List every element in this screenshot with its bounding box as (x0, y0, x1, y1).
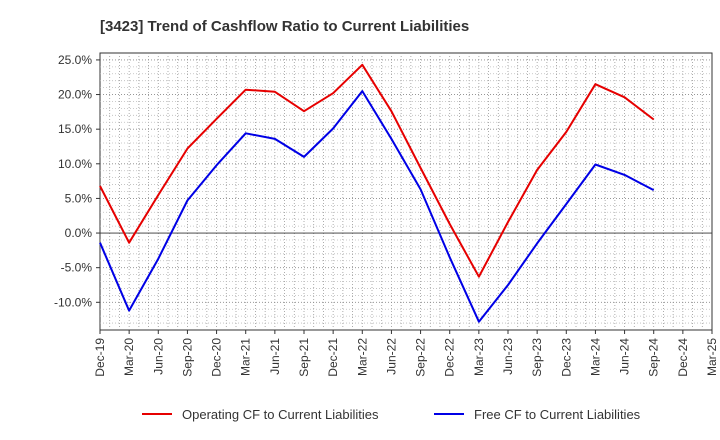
x-axis: Dec-19 Mar-20 Jun-20 Sep-20 Dec-20 Mar-21 Jun-… (93, 330, 719, 377)
x-tick-label: Dec-23 (559, 338, 573, 377)
x-tick-label: Jun-22 (384, 338, 398, 375)
legend-label-free-cf: Free CF to Current Liabilities (474, 407, 641, 422)
y-tick-label: 15.0% (58, 122, 92, 136)
x-tick-label: Sep-23 (530, 338, 544, 377)
x-tick-label: Jun-23 (501, 338, 515, 375)
y-tick-label: 25.0% (58, 53, 92, 67)
series-lines (99, 63, 655, 323)
y-tick-label: 0.0% (65, 226, 93, 240)
legend: Operating CF to Current Liabilities Free… (142, 407, 641, 422)
series-line-0 (99, 63, 655, 278)
x-tick-label: Dec-21 (326, 338, 340, 377)
y-tick-label: 10.0% (58, 157, 92, 171)
y-tick-label: -10.0% (54, 295, 92, 309)
x-tick-label: Dec-20 (210, 338, 224, 377)
x-tick-label: Mar-21 (239, 338, 253, 376)
x-tick-label: Mar-22 (355, 338, 369, 376)
x-tick-label: Mar-25 (705, 338, 719, 376)
series-line-1 (99, 90, 655, 323)
y-tick-label: -5.0% (61, 261, 93, 275)
legend-label-operating-cf: Operating CF to Current Liabilities (182, 407, 379, 422)
x-tick-label: Sep-24 (647, 338, 661, 377)
x-tick-label: Sep-22 (414, 338, 428, 377)
y-tick-label: 20.0% (58, 88, 92, 102)
x-tick-label: Jun-24 (618, 338, 632, 375)
x-tick-label: Dec-22 (443, 338, 457, 377)
y-axis: 25.0% 20.0% 15.0% 10.0% 5.0% 0.0% -5.0% -10.0% (54, 53, 100, 309)
x-tick-label: Jun-20 (151, 338, 165, 375)
x-tick-label: Mar-20 (122, 338, 136, 376)
x-tick-label: Jun-21 (268, 338, 282, 375)
x-tick-label: Mar-24 (588, 338, 602, 376)
x-tick-label: Sep-21 (297, 338, 311, 377)
chart-title: [3423] Trend of Cashflow Ratio to Curren… (100, 18, 469, 35)
grid (100, 53, 712, 330)
x-tick-label: Dec-19 (93, 338, 107, 377)
y-tick-label: 5.0% (65, 191, 93, 205)
x-tick-label: Mar-23 (472, 338, 486, 376)
x-tick-label: Dec-24 (676, 338, 690, 377)
x-tick-label: Sep-20 (180, 338, 194, 377)
